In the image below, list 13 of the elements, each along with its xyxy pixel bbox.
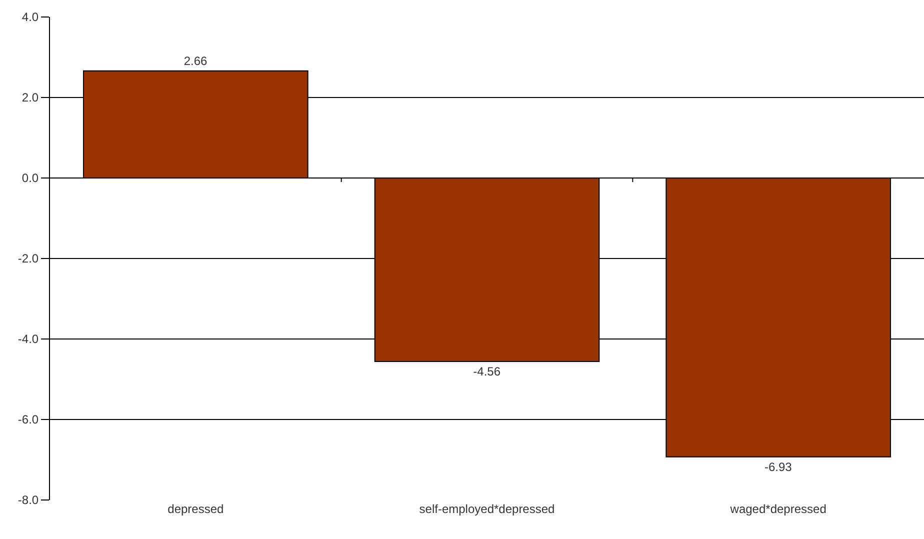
y-tick-label: 0.0 — [22, 171, 39, 186]
y-tick-label: 2.0 — [22, 90, 39, 105]
x-tick-label: self-employed*depressed — [419, 502, 555, 516]
y-tick-label: 4.0 — [22, 10, 39, 24]
data-label: -4.56 — [473, 364, 501, 379]
y-tick-label: -2.0 — [18, 252, 39, 266]
y-tick-label: -8.0 — [18, 493, 39, 508]
data-label: -6.93 — [764, 460, 792, 474]
data-label: 2.66 — [184, 54, 208, 68]
y-tick-label: -6.0 — [18, 412, 39, 427]
x-tick-label: waged*depressed — [729, 502, 826, 516]
y-tick-label: -4.0 — [18, 332, 39, 346]
x-tick-label: depressed — [168, 502, 224, 516]
